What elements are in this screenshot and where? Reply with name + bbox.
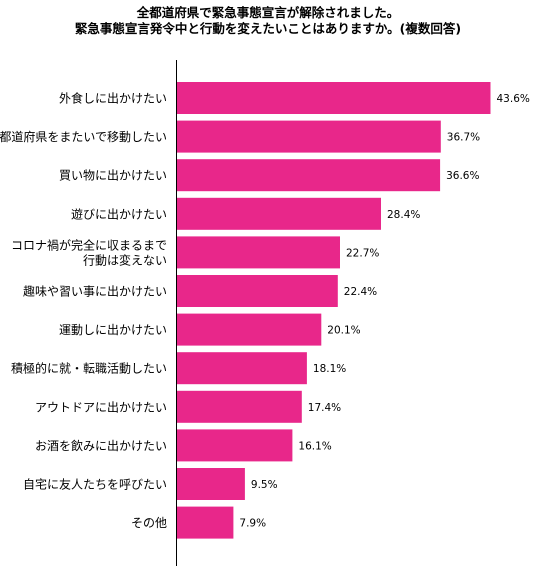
bar bbox=[176, 429, 293, 462]
value-label: 7.9% bbox=[239, 518, 266, 530]
bar bbox=[176, 120, 441, 153]
bar bbox=[176, 506, 234, 539]
value-label: 17.4% bbox=[308, 402, 341, 414]
value-label: 36.6% bbox=[446, 170, 479, 182]
category-label: アウトドアに出かけたい bbox=[35, 400, 167, 414]
category-label: 積極的に就・転職活動したい bbox=[11, 361, 167, 376]
bar bbox=[176, 275, 338, 307]
bar bbox=[176, 390, 302, 423]
chart-title-line-2: 緊急事態宣言発令中と行動を変えたいことはありますか。(複数回答) bbox=[74, 21, 462, 36]
bar bbox=[176, 468, 245, 500]
chart-title: 全都道府県で緊急事態宣言が解除されました。 緊急事態宣言発令中と行動を変えたいこ… bbox=[0, 5, 536, 37]
category-label: 自宅に友人たちを呼びたい bbox=[23, 477, 167, 492]
category-label: 運動しに出かけたい bbox=[59, 323, 167, 337]
value-label: 36.7% bbox=[447, 132, 480, 144]
bar bbox=[176, 197, 381, 230]
category-label: 都道府県をまたいで移動したい bbox=[0, 129, 167, 144]
bar bbox=[176, 352, 307, 385]
bar bbox=[176, 82, 491, 114]
chart-title-line-1: 全都道府県で緊急事態宣言が解除されました。 bbox=[136, 5, 400, 20]
bar bbox=[176, 313, 322, 346]
bar bbox=[176, 236, 340, 269]
category-label: 買い物に出かけたい bbox=[59, 169, 167, 183]
value-label: 18.1% bbox=[313, 363, 346, 375]
category-label: 外食しに出かけたい bbox=[59, 91, 167, 106]
value-label: 20.1% bbox=[327, 325, 360, 337]
category-label: コロナ禍が完全に収まるまで bbox=[11, 237, 167, 252]
value-label: 16.1% bbox=[298, 440, 331, 452]
category-label: 趣味や習い事に出かけたい bbox=[23, 284, 167, 299]
value-label: 22.4% bbox=[344, 286, 377, 298]
category-label: 遊びに出かけたい bbox=[71, 206, 167, 221]
category-label: 行動は変えない bbox=[83, 252, 167, 267]
value-label: 43.6% bbox=[497, 93, 530, 105]
category-label: お酒を飲みに出かけたい bbox=[35, 438, 167, 453]
value-label: 22.7% bbox=[346, 247, 379, 259]
value-label: 28.4% bbox=[387, 209, 420, 221]
value-label: 9.5% bbox=[251, 479, 278, 491]
category-label: その他 bbox=[131, 516, 167, 530]
bar bbox=[176, 159, 441, 192]
